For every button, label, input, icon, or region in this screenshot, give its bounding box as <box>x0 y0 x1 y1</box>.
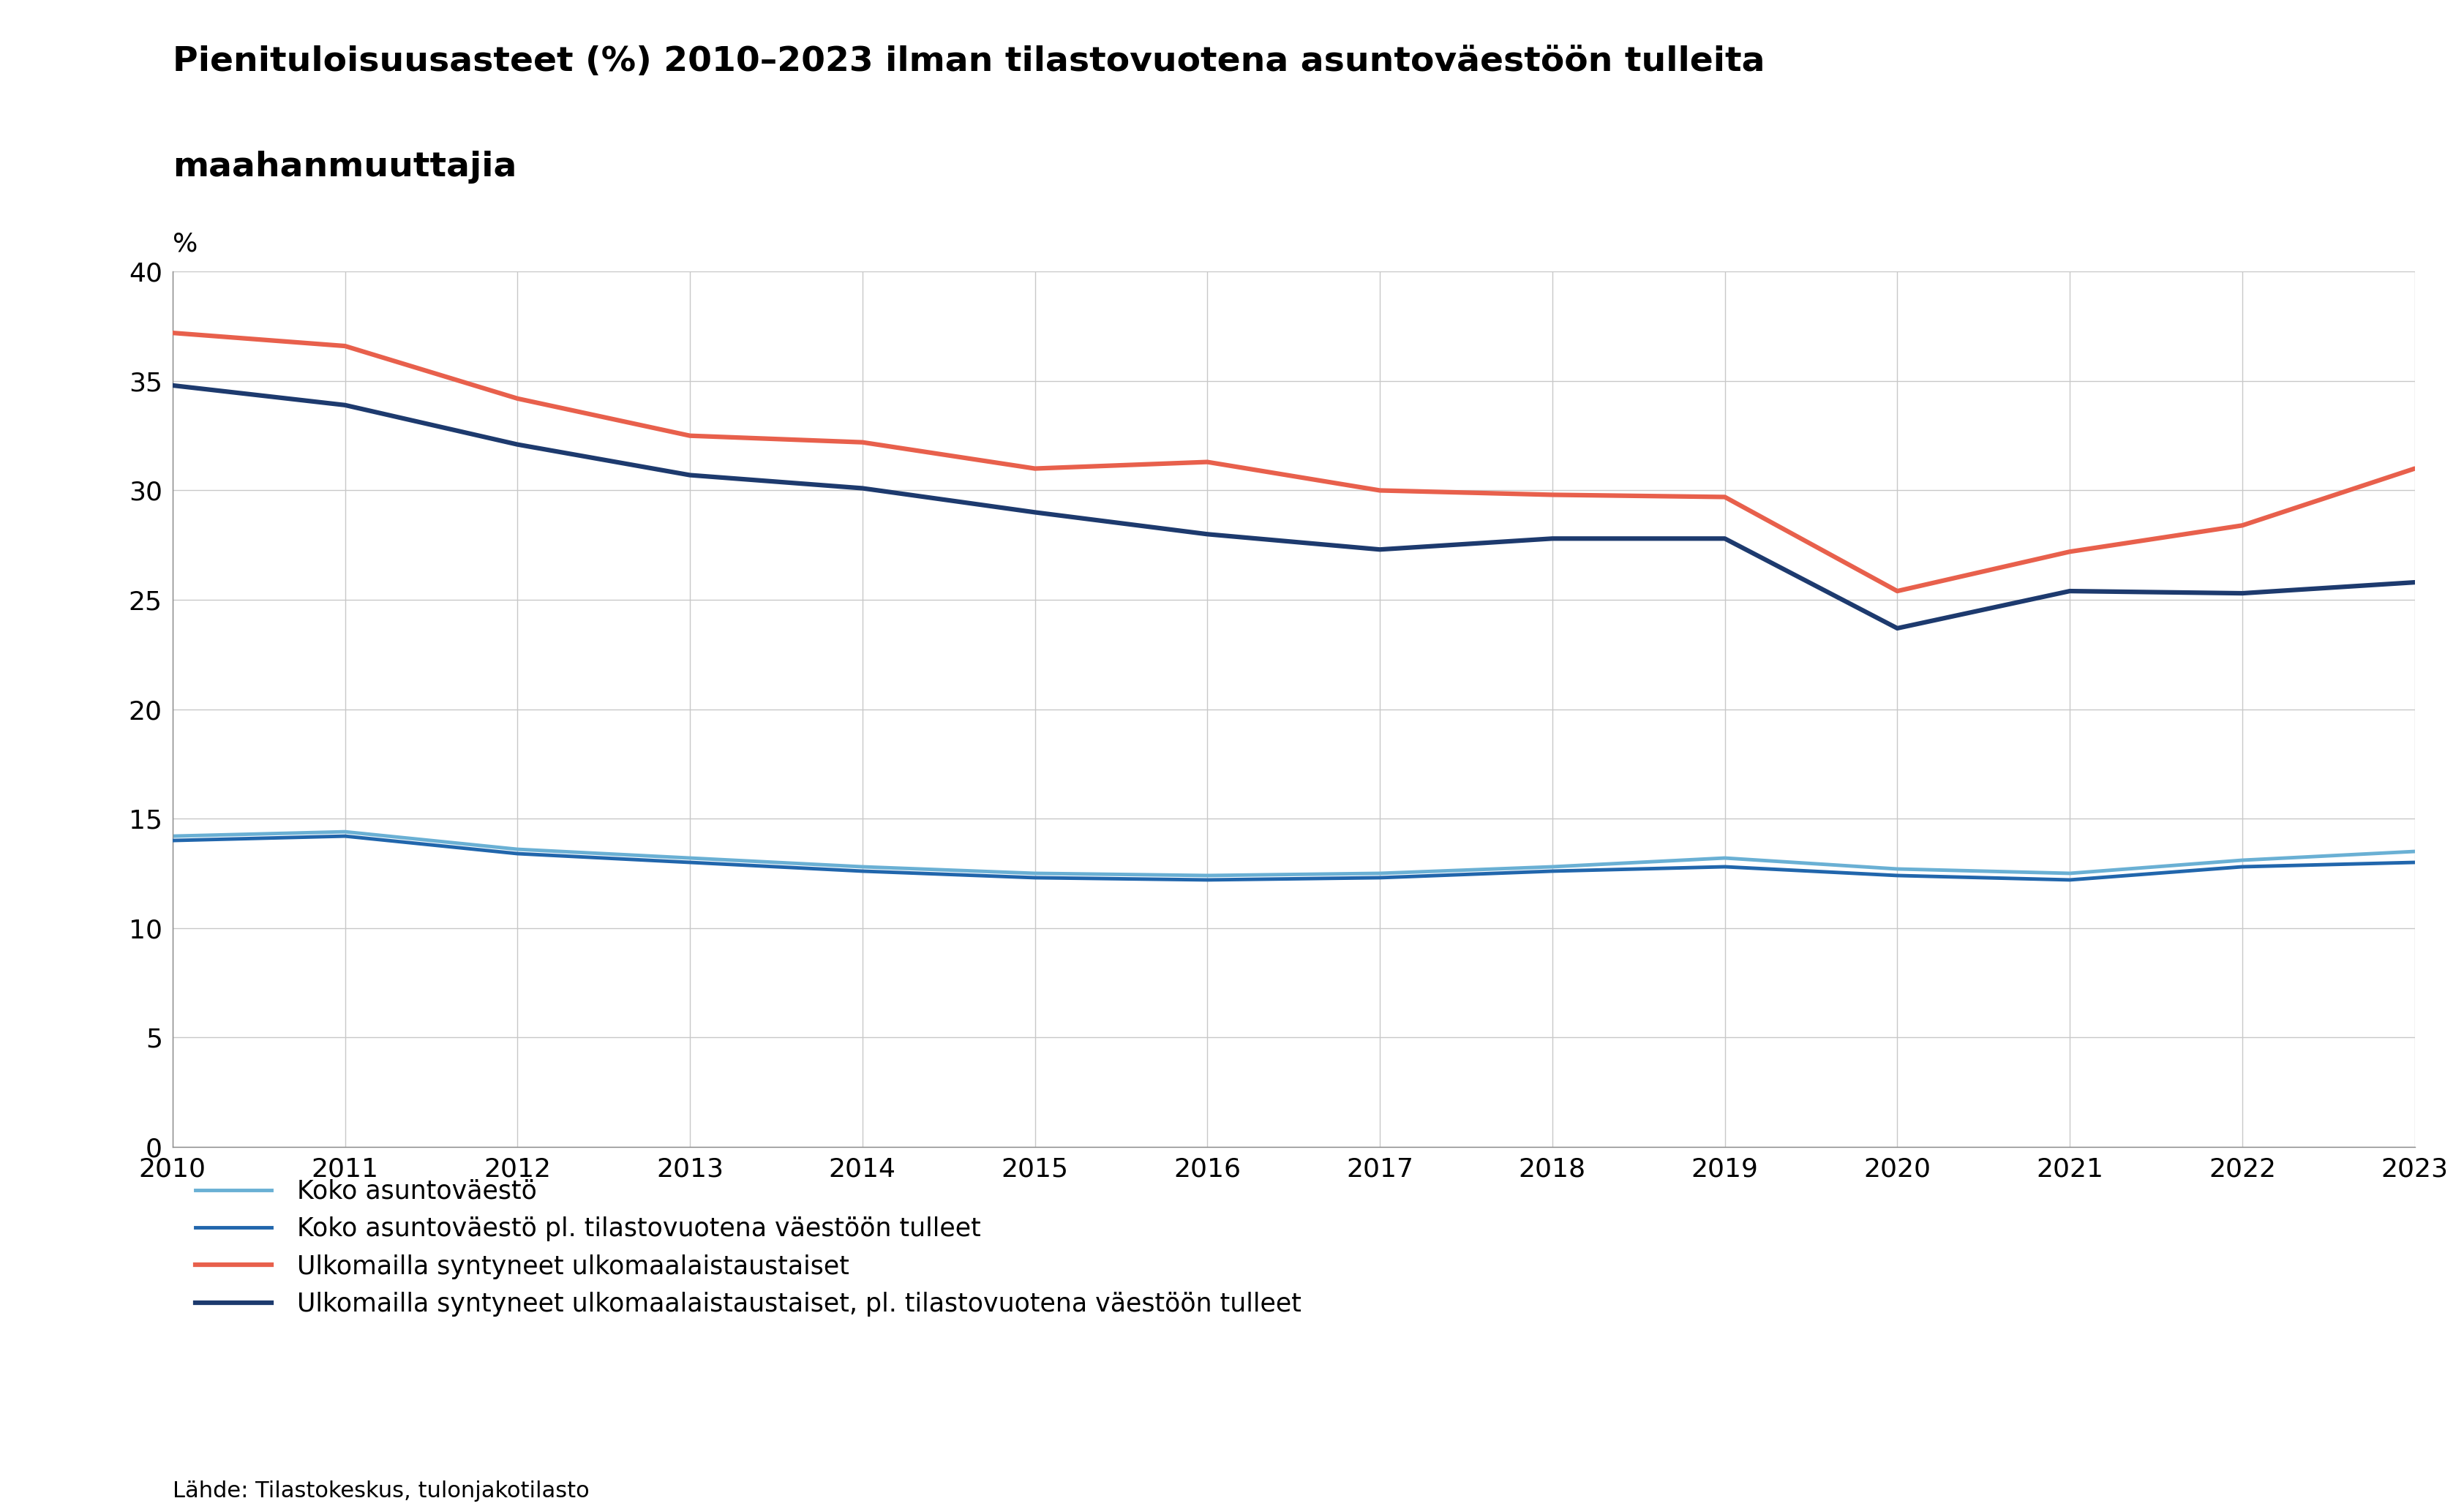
Text: Lähde: Tilastokeskus, tulonjakotilasto: Lähde: Tilastokeskus, tulonjakotilasto <box>172 1480 589 1501</box>
Text: maahanmuuttajia: maahanmuuttajia <box>172 151 517 184</box>
Text: %: % <box>172 232 197 257</box>
Legend: Koko asuntoväestö, Koko asuntoväestö pl. tilastovuotena väestöön tulleet, Ulkoma: Koko asuntoväestö, Koko asuntoväestö pl.… <box>185 1169 1311 1326</box>
Text: Pienituloisuusasteet (%) 2010–2023 ilman tilastovuotena asuntoväestöön tulleita: Pienituloisuusasteet (%) 2010–2023 ilman… <box>172 45 1764 78</box>
